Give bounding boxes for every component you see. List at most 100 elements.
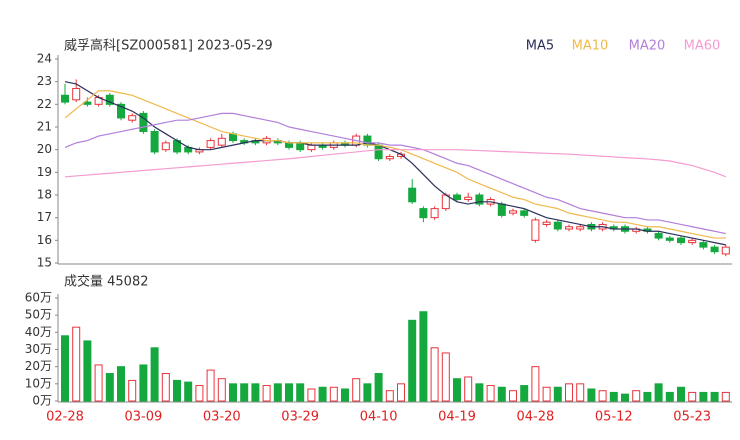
candle-body	[307, 144, 316, 151]
volume-title: 成交量 45082	[64, 274, 149, 290]
volume-bar	[296, 383, 305, 402]
volume-bar	[497, 386, 506, 402]
x-tick-label: 03-09	[125, 410, 163, 425]
volume-bar	[688, 391, 697, 402]
y-tick-label: 15	[37, 256, 52, 270]
volume-bar	[587, 388, 596, 402]
y-tick-label: 18	[37, 188, 52, 202]
volume-bar	[83, 340, 92, 402]
volume-bar	[464, 376, 473, 402]
ma-line	[64, 81, 726, 246]
volume-bar	[453, 378, 461, 402]
candle-body	[654, 233, 663, 239]
volume-bar	[240, 383, 249, 402]
y-tick-label: 40万	[25, 325, 52, 339]
y-tick-label: 19	[37, 165, 52, 179]
candle-body	[531, 219, 540, 241]
chart-title: 威孚高科[SZ000581] 2023-05-29	[64, 38, 273, 54]
y-tick-label: 60万	[25, 291, 52, 305]
y-tick-label: 23	[37, 74, 52, 88]
volume-bar	[341, 388, 349, 402]
volume-bar	[677, 386, 685, 402]
candle-body	[419, 208, 428, 219]
candle-body	[217, 137, 226, 146]
candle-body	[139, 112, 148, 133]
candle-body	[509, 210, 517, 214]
volume-bar	[285, 383, 293, 402]
volume-bar	[329, 386, 338, 402]
candle-body	[385, 155, 394, 160]
volume-bar	[654, 383, 663, 402]
volume-bar	[699, 391, 708, 402]
y-tick-label: 20万	[25, 359, 52, 373]
volume-bar	[430, 347, 439, 402]
candle-body	[520, 210, 529, 216]
volume-bar	[385, 390, 394, 402]
candle-body	[721, 246, 730, 255]
y-tick-label: 22	[37, 97, 52, 111]
candle-body	[699, 242, 708, 248]
legend-label: MA10	[572, 39, 609, 54]
y-tick-label: 20	[37, 142, 52, 156]
volume-bar	[61, 335, 69, 402]
x-tick-label: 03-20	[203, 410, 241, 425]
y-tick-label: 17	[37, 210, 52, 224]
volume-bar	[139, 364, 148, 402]
volume-bar	[161, 373, 170, 402]
volume-bar	[643, 391, 652, 402]
volume-bar	[509, 390, 517, 402]
volume-bar	[128, 379, 137, 402]
y-tick-label: 24	[37, 52, 52, 66]
volume-bar	[273, 383, 282, 402]
candle-body	[475, 194, 484, 205]
volume-bar	[318, 386, 327, 402]
y-tick-label: 50万	[25, 308, 52, 322]
candle-body	[72, 87, 81, 101]
legend-label: MA60	[684, 39, 721, 54]
volume-bar	[363, 383, 372, 402]
candle-body	[665, 237, 674, 241]
candle-body	[565, 226, 573, 230]
volume-bar	[72, 326, 81, 402]
ma-line	[64, 149, 727, 178]
candle-body	[688, 239, 697, 244]
y-tick-label: 16	[37, 233, 52, 247]
volume-bar	[486, 385, 495, 402]
candle-body	[285, 142, 293, 148]
volume-bar	[94, 364, 103, 402]
y-tick-label: 0万	[32, 394, 52, 408]
y-tick-label: 21	[37, 120, 52, 134]
candle-body	[553, 221, 562, 230]
volume-bar	[262, 385, 271, 402]
volume-bar	[195, 385, 204, 402]
volume-bar	[184, 381, 193, 402]
x-tick-label: 05-12	[595, 410, 633, 425]
volume-bar	[217, 378, 226, 402]
ma-line	[64, 90, 726, 239]
x-tick-label: 05-23	[673, 410, 711, 425]
candle-body	[374, 144, 383, 160]
candle-body	[61, 94, 69, 103]
candle-body	[206, 140, 215, 148]
volume-bar	[206, 369, 215, 402]
volume-bar	[576, 383, 585, 402]
y-tick-label: 10万	[25, 376, 52, 390]
legend-label: MA5	[526, 39, 554, 54]
volume-bar	[105, 373, 114, 402]
candle-body	[710, 246, 719, 253]
candle-body	[576, 226, 585, 230]
volume-bar	[609, 391, 618, 402]
volume-bar	[408, 319, 417, 402]
candle-body	[408, 187, 417, 203]
candle-body	[464, 196, 473, 201]
x-tick-label: 04-19	[438, 410, 476, 425]
volume-bar	[117, 366, 125, 402]
volume-bar	[565, 383, 573, 402]
candle-body	[542, 221, 551, 225]
candle-body	[677, 237, 685, 244]
volume-bar	[251, 383, 260, 402]
volume-bar	[632, 390, 641, 402]
volume-bar	[710, 391, 719, 402]
volume-bar	[531, 366, 540, 402]
